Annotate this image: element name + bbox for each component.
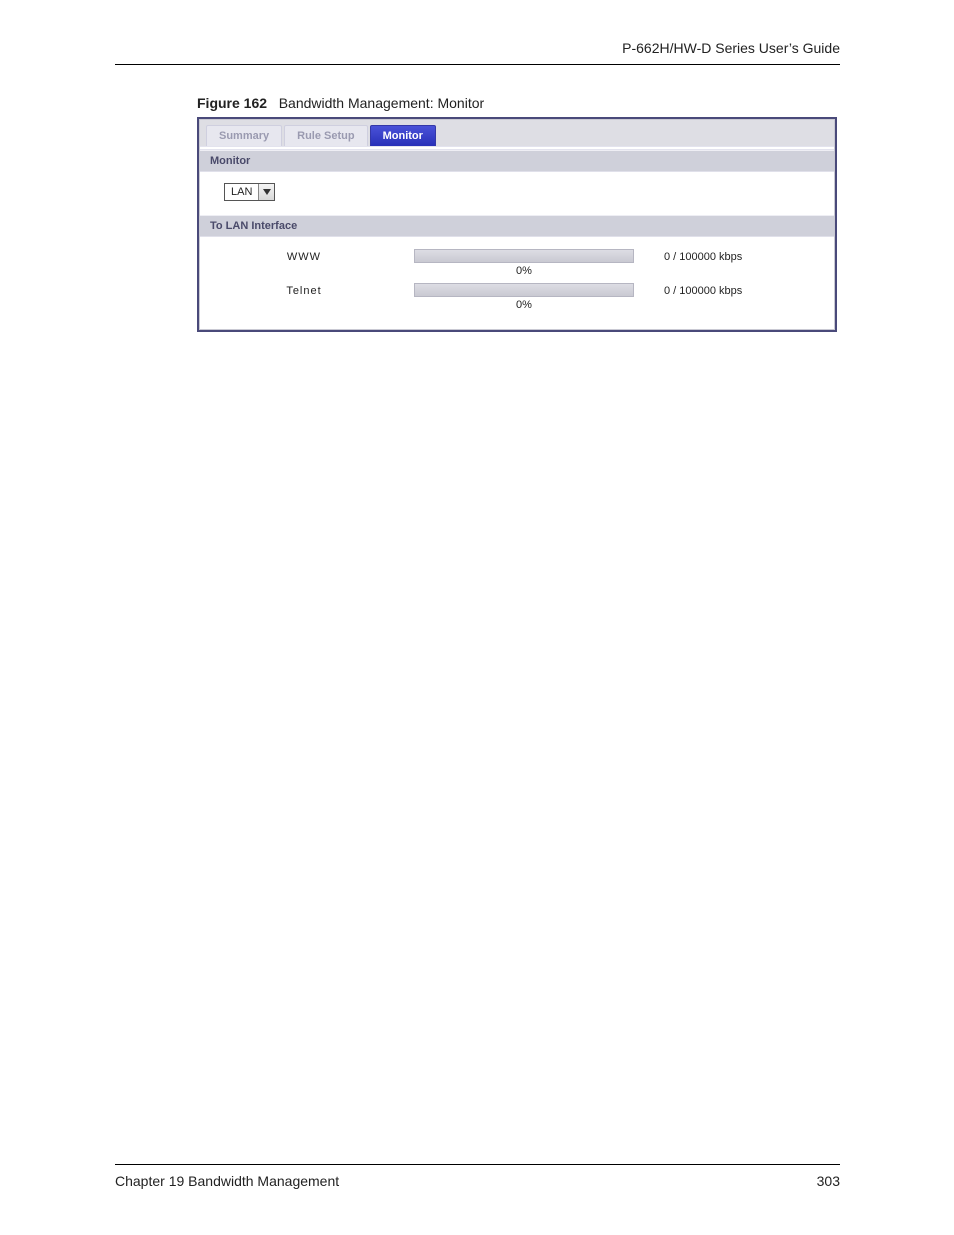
header-rule xyxy=(115,64,840,65)
section-monitor-header: Monitor xyxy=(200,150,834,172)
interface-select[interactable]: LAN xyxy=(224,183,275,201)
section-monitor-body: LAN xyxy=(200,172,834,215)
bandwidth-row: Telnet 0% 0 / 100000 kbps xyxy=(214,283,820,311)
row-label-telnet: Telnet xyxy=(214,283,394,297)
tab-bar: Summary Rule Setup Monitor xyxy=(200,120,834,146)
section-interface-body: WWW 0% 0 / 100000 kbps Telnet 0% 0 / 100… xyxy=(200,237,834,329)
footer-page-number: 303 xyxy=(817,1173,840,1189)
footer-rule xyxy=(115,1164,840,1165)
tab-rule-setup[interactable]: Rule Setup xyxy=(284,125,367,146)
tab-summary[interactable]: Summary xyxy=(206,125,282,146)
row-rate: 0 / 100000 kbps xyxy=(664,249,820,263)
progress-percent: 0% xyxy=(414,299,634,311)
section-interface-header: To LAN Interface xyxy=(200,215,834,237)
figure-number: Figure 162 xyxy=(197,95,267,111)
row-label-www: WWW xyxy=(214,249,394,263)
tab-monitor[interactable]: Monitor xyxy=(370,125,436,146)
figure-title: Bandwidth Management: Monitor xyxy=(279,95,484,111)
figure-caption: Figure 162 Bandwidth Management: Monitor xyxy=(197,95,840,111)
progress-bar xyxy=(414,283,634,297)
row-rate: 0 / 100000 kbps xyxy=(664,283,820,297)
progress-bar xyxy=(414,249,634,263)
bandwidth-row: WWW 0% 0 / 100000 kbps xyxy=(214,249,820,277)
screenshot-panel: Summary Rule Setup Monitor Monitor LAN T… xyxy=(197,117,837,332)
footer-chapter: Chapter 19 Bandwidth Management xyxy=(115,1173,339,1189)
doc-header: P-662H/HW-D Series User’s Guide xyxy=(115,40,840,64)
chevron-down-icon[interactable] xyxy=(258,184,274,200)
interface-select-value: LAN xyxy=(225,186,258,198)
progress-percent: 0% xyxy=(414,265,634,277)
